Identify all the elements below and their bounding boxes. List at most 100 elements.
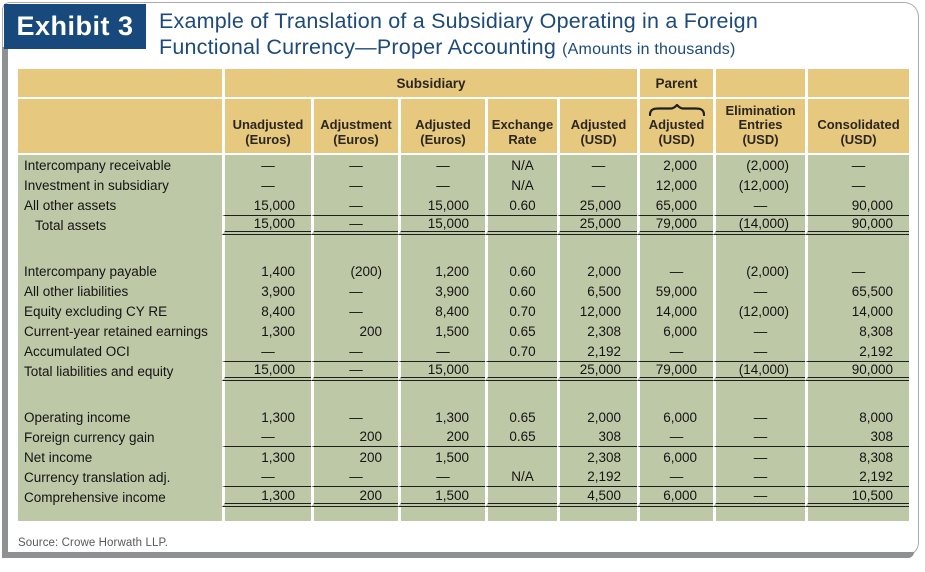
value-cell: 25,000 (557, 215, 637, 235)
exhibit-label: Exhibit 3 (4, 4, 146, 49)
value-cell: — (222, 175, 311, 195)
column-header-consolidated: Consolidated (USD) (805, 99, 909, 155)
value-cell: 200 (398, 427, 485, 447)
value-cell: — (713, 195, 805, 215)
value-cell (713, 235, 805, 261)
group-header-subsidiary: Subsidiary (222, 69, 637, 99)
table-row: Investment in subsidiary — — — N/A —12,000 (12… (18, 175, 909, 195)
value-cell: — (713, 407, 805, 427)
value-cell: — (713, 467, 805, 487)
value-cell: 2,192 (557, 467, 637, 487)
table-row: All other assets 15,000—15,000 0.60 25,000 6… (18, 195, 909, 215)
value-cell: — (713, 281, 805, 301)
value-cell: 15,000 (222, 195, 311, 215)
row-label (18, 235, 222, 261)
row-label: All other liabilities (18, 281, 222, 301)
value-cell: — (311, 407, 398, 427)
value-cell: 8,308 (805, 321, 909, 341)
value-cell: 200 (311, 487, 398, 507)
column-header-adjusted-usd-subsidiary: Adjusted (USD) (557, 99, 637, 155)
value-cell: — (311, 195, 398, 215)
value-cell: 200 (311, 447, 398, 467)
value-cell: 1,300 (222, 321, 311, 341)
value-cell: — (637, 467, 713, 487)
value-cell: 0.60 (485, 281, 557, 301)
value-cell: 6,500 (557, 281, 637, 301)
value-cell (222, 381, 311, 407)
value-cell: 200 (311, 427, 398, 447)
exhibit-title: Example of Translation of a Subsidiary O… (159, 8, 911, 63)
spacer-row (18, 507, 909, 521)
value-cell: — (557, 175, 637, 195)
value-cell (637, 381, 713, 407)
value-cell: 3,900 (398, 281, 485, 301)
row-label: Foreign currency gain (18, 427, 222, 447)
value-cell: 0.70 (485, 341, 557, 361)
value-cell: 4,500 (557, 487, 637, 507)
row-label: Operating income (18, 407, 222, 427)
group-header-parent: Parent (637, 69, 713, 99)
value-cell: 1,500 (398, 487, 485, 507)
value-cell: 90,000 (805, 195, 909, 215)
value-cell: 15,000 (398, 215, 485, 235)
value-cell: 2,000 (557, 407, 637, 427)
value-cell (398, 507, 485, 521)
value-cell: — (805, 261, 909, 281)
value-cell: — (713, 321, 805, 341)
value-cell: 79,000 (637, 215, 713, 235)
column-header-unadjusted-euros: Unadjusted (Euros) (222, 99, 311, 155)
value-cell: 65,000 (637, 195, 713, 215)
row-label (18, 507, 222, 521)
value-cell: — (311, 301, 398, 321)
value-cell: 15,000 (222, 361, 311, 381)
column-header-adjusted-usd-parent-label: Adjusted (USD) (648, 117, 705, 147)
group-header-blank-eliminations (713, 69, 805, 99)
value-cell (222, 507, 311, 521)
value-cell (557, 381, 637, 407)
table-row: Equity excluding CY RE 8,400—8,400 0.70 12,… (18, 301, 909, 321)
source-note: Source: Crowe Horwath LLP. (18, 537, 169, 549)
value-cell: (200) (311, 261, 398, 281)
value-cell (485, 447, 557, 467)
value-cell: — (557, 155, 637, 175)
value-cell: — (398, 341, 485, 361)
value-cell: — (398, 467, 485, 487)
value-cell: 8,000 (805, 407, 909, 427)
value-cell: 200 (311, 321, 398, 341)
table-row: Accumulated OCI — — —0.70 2,192— —2,192 (18, 341, 909, 361)
value-cell (485, 507, 557, 521)
row-label: Net income (18, 447, 222, 467)
value-cell: 1,300 (222, 447, 311, 467)
row-label: Current-year retained earnings (18, 321, 222, 341)
column-header-row: Unadjusted (Euros) Adjustment (Euros) Ad… (18, 99, 909, 155)
value-cell: 79,000 (637, 361, 713, 381)
row-label: Intercompany receivable (18, 155, 222, 175)
value-cell (398, 235, 485, 261)
table-row: Net income 1,300 200 1,500 2,308 6,000—8,308 (18, 447, 909, 467)
value-cell: 90,000 (805, 215, 909, 235)
value-cell: 10,500 (805, 487, 909, 507)
value-cell (398, 381, 485, 407)
value-cell: — (713, 427, 805, 447)
value-cell: (2,000) (713, 261, 805, 281)
value-cell (713, 381, 805, 407)
value-cell: 2,000 (637, 155, 713, 175)
value-cell (805, 381, 909, 407)
value-cell: — (222, 155, 311, 175)
row-label: Intercompany payable (18, 261, 222, 281)
value-cell (485, 381, 557, 407)
value-cell (311, 235, 398, 261)
value-cell (485, 235, 557, 261)
value-cell: — (805, 175, 909, 195)
group-header-blank-consolidated (805, 69, 909, 99)
column-header-adjustment-euros: Adjustment (Euros) (311, 99, 398, 155)
table-row: All other liabilities 3,900—3,900 0.60 6,50… (18, 281, 909, 301)
value-cell: 12,000 (637, 175, 713, 195)
row-label: Currency translation adj. (18, 467, 222, 487)
value-cell: N/A (485, 155, 557, 175)
row-label: Comprehensive income (18, 487, 222, 507)
value-cell: — (713, 341, 805, 361)
value-cell: 8,400 (222, 301, 311, 321)
value-cell: (12,000) (713, 301, 805, 321)
row-label: Investment in subsidiary (18, 175, 222, 195)
